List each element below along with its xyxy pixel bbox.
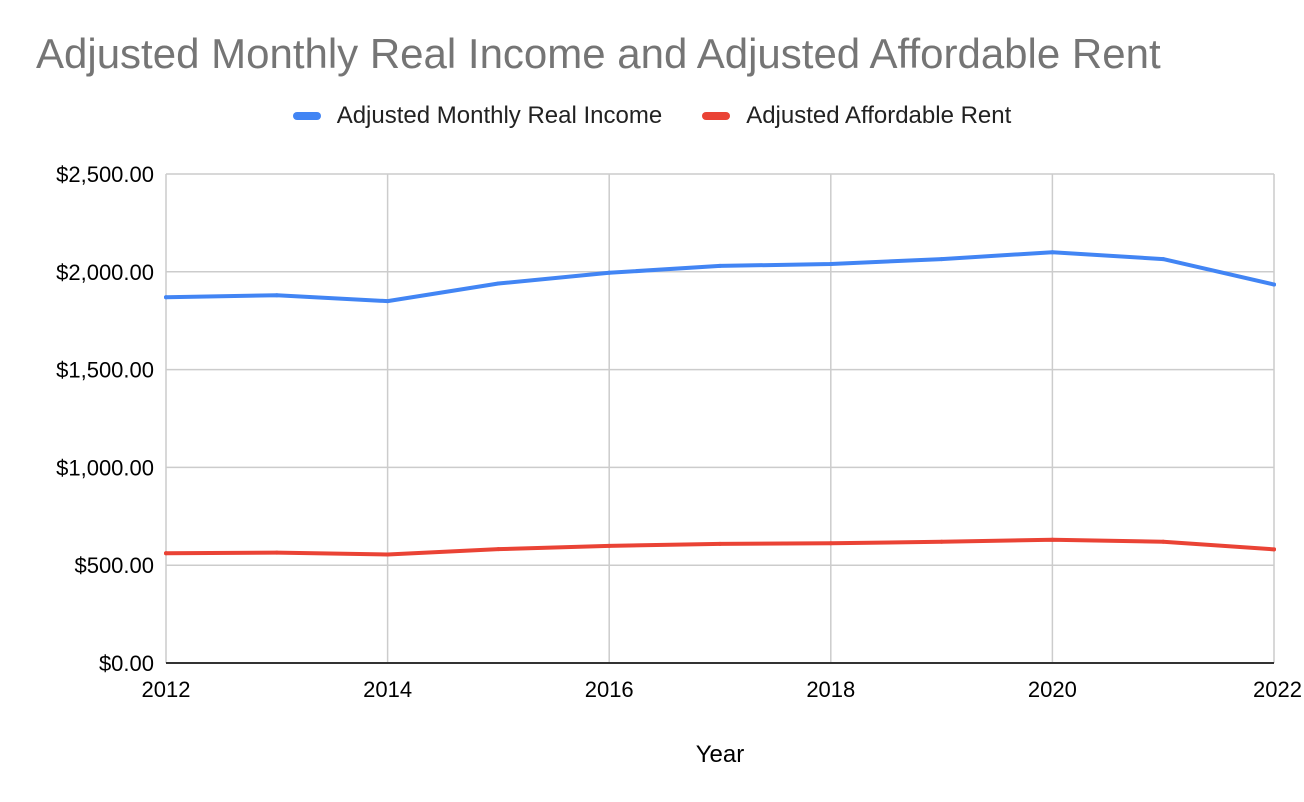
legend-swatch-income	[292, 112, 321, 120]
x-tick-label: 2016	[585, 677, 634, 702]
y-axis-tick-labels: $0.00 $500.00 $1,000.00 $1,500.00 $2,000.00 $…	[56, 162, 154, 676]
data-point-rent[interactable]	[496, 547, 501, 552]
data-point-rent[interactable]	[164, 551, 168, 556]
data-point-income[interactable]	[1161, 257, 1166, 262]
data-point-income[interactable]	[718, 263, 722, 268]
data-point-rent[interactable]	[1272, 547, 1276, 552]
legend-item-income[interactable]: Adjusted Monthly Real Income	[292, 102, 663, 130]
data-point-rent[interactable]	[1161, 539, 1166, 544]
series-line-income[interactable]	[164, 250, 1276, 304]
legend-label-rent: Adjusted Affordable Rent	[746, 102, 1012, 129]
data-point-income[interactable]	[164, 295, 168, 300]
data-point-rent[interactable]	[385, 552, 390, 557]
y-tick-label: $0.00	[99, 651, 154, 676]
x-tick-label: 2012	[142, 677, 191, 702]
data-point-income[interactable]	[828, 261, 833, 266]
legend: Adjusted Monthly Real Income Adjusted Af…	[0, 102, 1304, 130]
x-tick-label: 2014	[363, 677, 412, 702]
data-point-rent[interactable]	[607, 543, 612, 548]
y-tick-label: $2,500.00	[56, 162, 154, 187]
data-point-income[interactable]	[1272, 282, 1276, 287]
legend-label-income: Adjusted Monthly Real Income	[336, 102, 663, 129]
data-point-income[interactable]	[607, 270, 612, 275]
data-point-rent[interactable]	[828, 541, 833, 546]
data-point-rent[interactable]	[274, 550, 279, 555]
data-point-income[interactable]	[939, 257, 944, 262]
x-axis-tick-labels: 2012 2014 2016 2018 2020 2022	[142, 677, 1302, 702]
data-point-income[interactable]	[496, 281, 501, 286]
y-tick-label: $1,000.00	[56, 455, 154, 480]
chart-title: Adjusted Monthly Real Income and Adjuste…	[36, 30, 1161, 77]
series-lines	[164, 250, 1276, 557]
x-tick-label: 2020	[1028, 677, 1077, 702]
y-tick-label: $2,000.00	[56, 260, 154, 285]
y-tick-label: $1,500.00	[56, 358, 154, 383]
x-axis-title: Year	[696, 741, 745, 768]
data-point-income[interactable]	[1050, 250, 1055, 255]
x-tick-label: 2018	[806, 677, 855, 702]
data-point-rent[interactable]	[718, 541, 722, 546]
legend-item-rent[interactable]: Adjusted Affordable Rent	[702, 102, 1011, 130]
y-tick-label: $500.00	[74, 553, 154, 578]
data-point-rent[interactable]	[1050, 537, 1055, 542]
legend-swatch-rent	[702, 112, 731, 120]
data-point-income[interactable]	[274, 293, 279, 298]
grid	[165, 173, 1275, 664]
data-point-income[interactable]	[385, 299, 390, 304]
data-point-rent[interactable]	[939, 539, 944, 544]
x-tick-label: 2022	[1253, 677, 1302, 702]
